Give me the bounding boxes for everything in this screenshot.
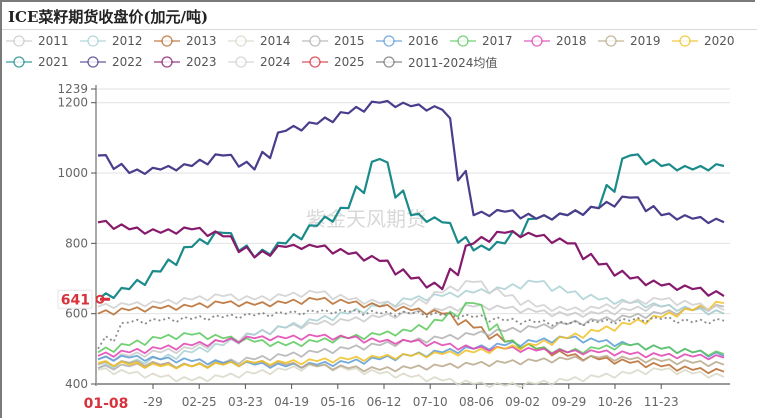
legend-item-2011-2024均值[interactable]: 2011-2024均值 <box>376 54 497 70</box>
y-tick-label: 1200 <box>57 96 88 110</box>
legend-label: 2024 <box>260 55 291 69</box>
legend-marker-icon <box>598 35 624 47</box>
y-highlight-box <box>57 289 93 309</box>
legend-label: 2018 <box>556 34 587 48</box>
legend-label: 2021 <box>38 55 69 69</box>
legend-marker-icon <box>302 35 328 47</box>
series-line-2011 <box>97 303 725 362</box>
series-lines <box>95 99 725 389</box>
legend-item-2023[interactable]: 2023 <box>154 54 217 70</box>
legend-label: 2014 <box>260 34 291 48</box>
legend-label: 2011 <box>38 34 69 48</box>
legend-marker-icon <box>228 35 254 47</box>
x-tick-label: 02-25 <box>182 395 217 409</box>
x-tick-label: 07-10 <box>413 395 448 409</box>
legend-item-2016[interactable]: 2016 <box>376 33 439 49</box>
title-divider <box>2 29 757 30</box>
series-line-2017 <box>97 301 725 357</box>
legend-item-2012[interactable]: 2012 <box>80 33 143 49</box>
legend-item-2014[interactable]: 2014 <box>228 33 291 49</box>
legend-label: 2023 <box>186 55 217 69</box>
series-line-2021 <box>97 153 725 301</box>
legend-marker-icon <box>228 56 254 68</box>
legend-label: 2017 <box>482 34 513 48</box>
legend-label: 2016 <box>408 34 439 48</box>
series-line-2020 <box>97 300 725 370</box>
x-tick-label: 05-16 <box>320 395 355 409</box>
legend-item-2013[interactable]: 2013 <box>154 33 217 49</box>
series-line-2011-2024均值 <box>97 308 725 350</box>
legend-item-2019[interactable]: 2019 <box>598 33 661 49</box>
legend-marker-icon <box>302 56 328 68</box>
legend-label: 2015 <box>334 34 365 48</box>
legend-item-2017[interactable]: 2017 <box>450 33 513 49</box>
legend-item-2011[interactable]: 2011 <box>6 33 69 49</box>
y-tick-label: 800 <box>65 236 88 250</box>
legend-label: 2011-2024均值 <box>408 55 498 70</box>
legend-label: 2020 <box>704 34 735 48</box>
legend-label: 2019 <box>630 34 661 48</box>
x-tick-label: 10-26 <box>598 395 633 409</box>
x-tick-label: -29 <box>143 395 163 409</box>
x-tick-label: 03-23 <box>228 395 263 409</box>
chart-title: ICE菜籽期货收盘价(加元/吨) <box>8 8 209 26</box>
legend-item-2021[interactable]: 2021 <box>6 54 69 70</box>
legend-item-2022[interactable]: 2022 <box>80 54 143 70</box>
series-line-2022 <box>97 99 725 225</box>
series-line-2024 <box>97 280 725 313</box>
legend-marker-icon <box>376 56 402 68</box>
legend-marker-icon <box>524 35 550 47</box>
legend-marker-icon <box>6 35 32 47</box>
legend-marker-icon <box>154 35 180 47</box>
legend-item-2018[interactable]: 2018 <box>524 33 587 49</box>
legend-item-2015[interactable]: 2015 <box>302 33 365 49</box>
x-tick-label: 09-29 <box>551 395 586 409</box>
watermark-group: 紫金天风期货 <box>306 207 426 231</box>
x-tick-label: 06-12 <box>367 395 402 409</box>
y-tick-label: 400 <box>65 377 88 391</box>
legend-marker-icon <box>450 35 476 47</box>
y-tick-label: 600 <box>65 307 88 321</box>
legend-marker-icon <box>80 56 106 68</box>
series-line-2023 <box>97 219 725 298</box>
legend-label: 2025 <box>334 55 365 69</box>
x-highlight-label: 01-08 <box>84 396 129 412</box>
legend-marker-icon <box>672 35 698 47</box>
x-tick-label: 04-19 <box>274 395 309 409</box>
series-line-2013 <box>97 297 725 375</box>
y-tick-label: 1239 <box>57 82 88 96</box>
series-line-2018 <box>97 333 725 361</box>
grid-lines <box>96 88 730 385</box>
y-tick-label: 1000 <box>57 166 88 180</box>
legend-marker-icon <box>6 56 32 68</box>
y-highlight-label: 641 <box>61 292 90 308</box>
series-line-2012 <box>97 279 725 370</box>
x-tick-label: 09-02 <box>505 395 540 409</box>
legend-marker-icon <box>80 35 106 47</box>
series-line-2014 <box>97 363 725 389</box>
legend-item-2020[interactable]: 2020 <box>672 33 735 49</box>
legend-item-2025[interactable]: 2025 <box>302 54 365 70</box>
x-tick-label: 11-23 <box>644 395 679 409</box>
x-tick-label: 08-06 <box>459 395 494 409</box>
watermark-text: 紫金天风期货 <box>306 207 426 231</box>
legend-label: 2013 <box>186 34 217 48</box>
legend-item-2024[interactable]: 2024 <box>228 54 291 70</box>
legend-marker-icon <box>154 56 180 68</box>
legend-marker-icon <box>376 35 402 47</box>
axes <box>91 85 730 389</box>
legend-label: 2012 <box>112 34 143 48</box>
legend-label: 2022 <box>112 55 143 69</box>
